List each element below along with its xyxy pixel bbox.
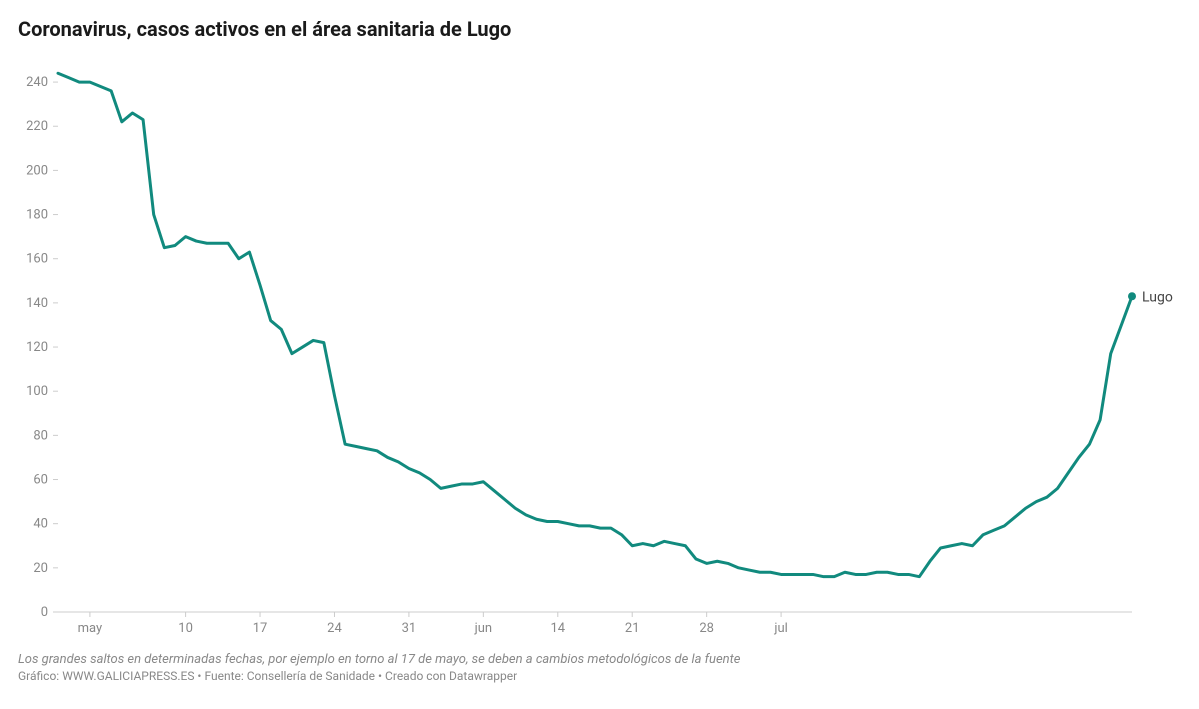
y-tick-label: 0	[41, 605, 48, 620]
chart-note: Los grandes saltos en determinadas fecha…	[18, 652, 1181, 667]
x-tick-label: jul	[773, 621, 787, 636]
y-tick-label: 240	[26, 75, 48, 90]
y-tick-label: 160	[26, 252, 48, 267]
y-tick-label: 80	[33, 428, 48, 443]
y-tick-label: 40	[33, 517, 48, 532]
x-tick-label: 14	[550, 621, 565, 636]
y-tick-label: 180	[26, 208, 48, 223]
x-tick-label: 21	[625, 621, 640, 636]
line-chart: 0 20 40 60 80 100 120 140 160 180 200 220 240 may 10 17…	[18, 60, 1178, 640]
x-tick-label: may	[78, 621, 103, 636]
chart-title: Coronavirus, casos activos en el área sa…	[18, 16, 1181, 42]
y-tick-label: 220	[26, 119, 48, 134]
y-tick-label: 60	[33, 473, 48, 488]
y-tick-label: 200	[26, 163, 48, 178]
y-tick-label: 140	[26, 296, 48, 311]
y-tick-label: 100	[26, 384, 48, 399]
x-tick-label: 17	[253, 621, 268, 636]
x-tick-label: 28	[699, 621, 714, 636]
series-line	[58, 73, 1132, 576]
chart-credits: Gráfico: WWW.GALICIAPRESS.ES • Fuente: C…	[18, 669, 1181, 683]
y-tick-label: 20	[33, 561, 48, 576]
series-label: Lugo	[1142, 289, 1173, 305]
y-tick-label: 120	[26, 340, 48, 355]
series-endpoint-marker	[1128, 292, 1136, 300]
x-tick-label: 10	[178, 621, 193, 636]
x-tick-label: 24	[327, 621, 342, 636]
x-tick-label: jun	[474, 621, 492, 636]
x-tick-label: 31	[402, 621, 417, 636]
chart-area: 0 20 40 60 80 100 120 140 160 180 200 220 240 may 10 17…	[18, 60, 1181, 640]
